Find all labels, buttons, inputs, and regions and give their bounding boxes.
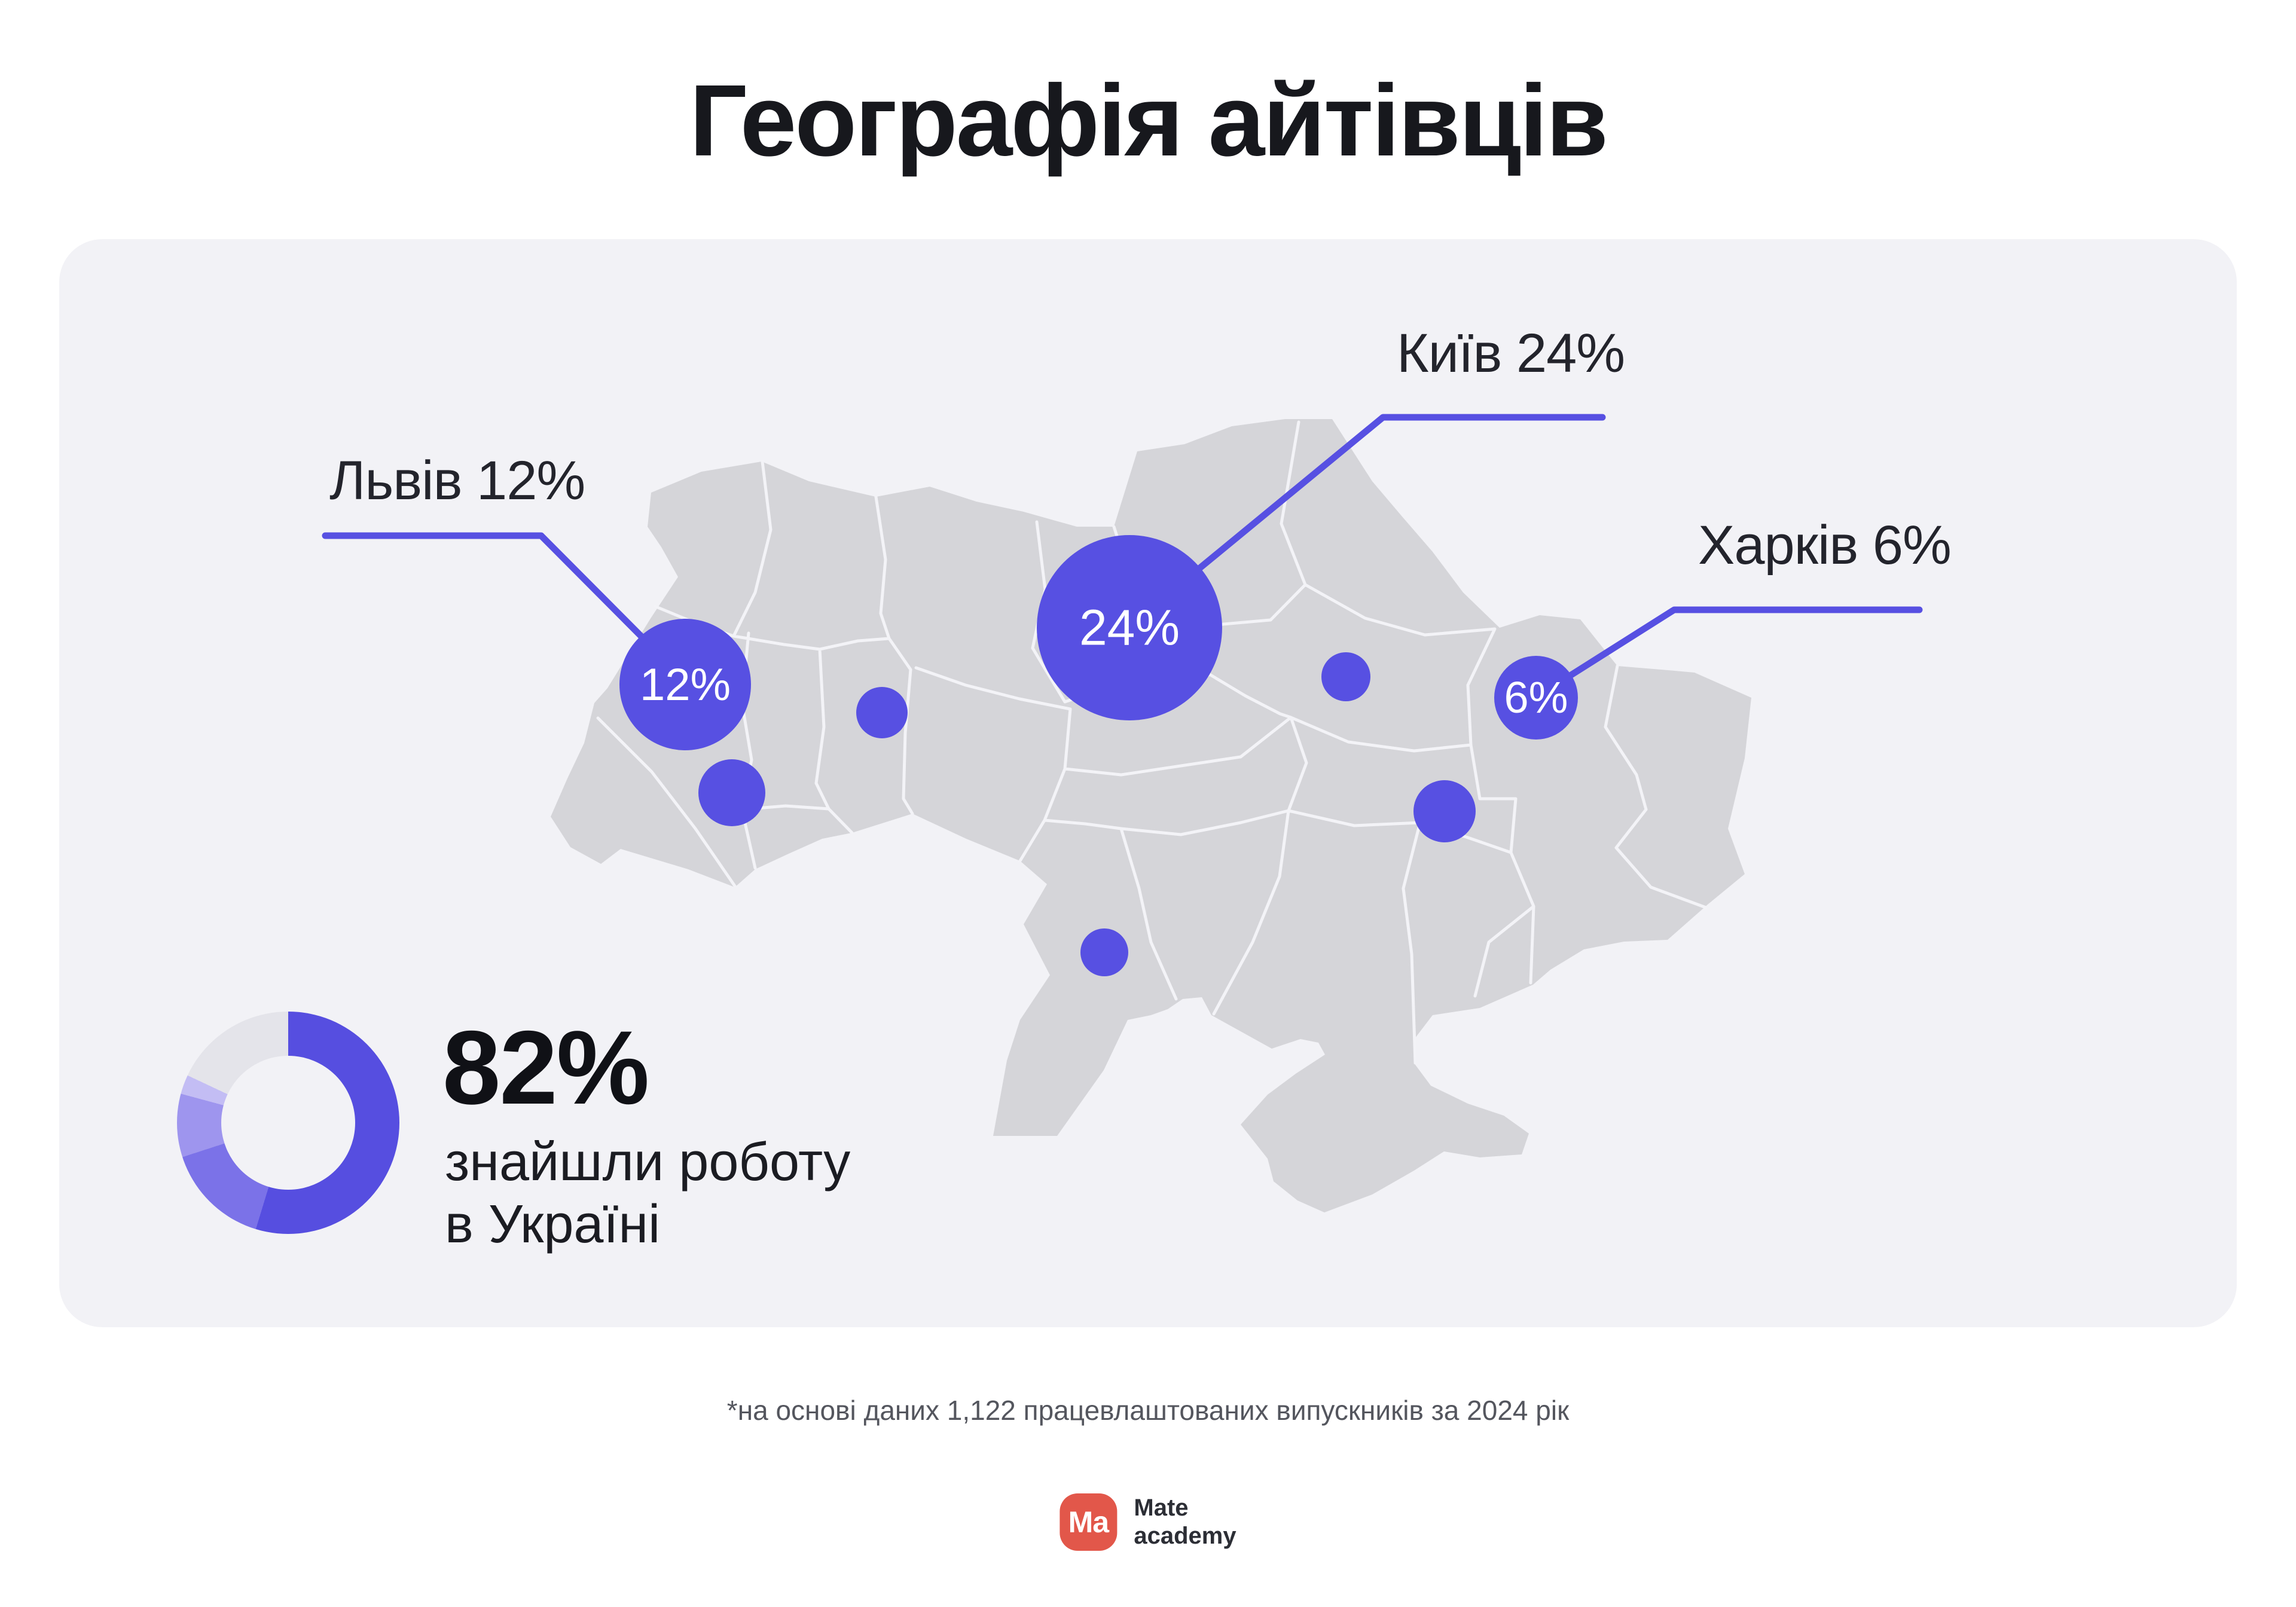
city-bubble-5 (1321, 652, 1370, 701)
city-bubble-6 (1413, 780, 1476, 842)
callout-line-Київ (1180, 414, 1606, 585)
city-bubbles: 24% 12% 6% (619, 535, 1578, 976)
brand-logo: Ma Mate academy (1060, 1493, 1236, 1551)
city-label-Київ: Київ 24% (1397, 323, 1625, 384)
donut-caption: знайшли роботу в Україні (445, 1132, 851, 1255)
page-title: Географія айтівців (689, 64, 1608, 178)
city-label-Львів: Львів 12% (329, 450, 585, 511)
city-bubble-4 (856, 687, 908, 738)
city-bubble-Львів (619, 619, 751, 750)
mate-academy-logo-icon: Ma (1060, 1493, 1118, 1551)
footnote: *на основі даних 1,122 працевлаштованих … (726, 1395, 1570, 1426)
donut-headline: 82% (442, 1010, 649, 1126)
city-bubble-Київ (1037, 535, 1222, 720)
callout-lines (322, 414, 1923, 683)
employment-donut (177, 1012, 399, 1234)
brand-name: Mate academy (1134, 1495, 1236, 1549)
city-label-Харків: Харків 6% (1698, 515, 1952, 576)
donut-hole (221, 1056, 355, 1190)
bubble-value-Харків: 6% (1504, 673, 1568, 722)
city-bubble-Харків (1494, 656, 1578, 740)
city-bubble-7 (1080, 928, 1128, 976)
bubble-value-Львів: 12% (640, 659, 731, 710)
callout-line-Харків (1560, 606, 1923, 683)
bubble-value-Київ: 24% (1079, 600, 1180, 656)
callout-line-Львів (322, 532, 661, 656)
ukraine-outline (551, 419, 1751, 1212)
city-bubble-3 (698, 759, 765, 826)
